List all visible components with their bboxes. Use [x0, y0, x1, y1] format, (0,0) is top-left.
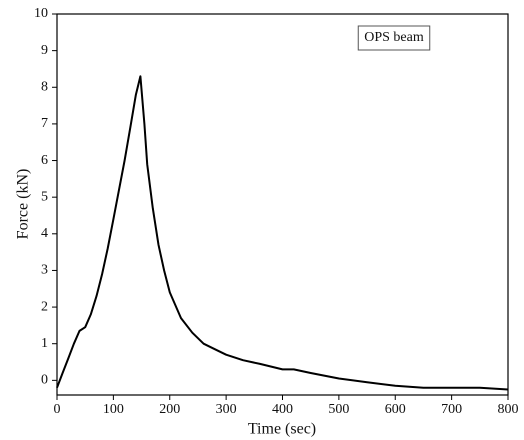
x-tick-label: 100 [103, 402, 124, 417]
x-tick-label: 700 [441, 402, 462, 417]
x-tick-label: 400 [272, 402, 293, 417]
x-tick-label: 800 [498, 402, 519, 417]
y-tick-label: 9 [41, 43, 48, 58]
legend-box [357, 25, 431, 51]
x-tick-label: 0 [54, 402, 61, 417]
y-tick-label: 4 [41, 226, 48, 241]
x-tick-label: 500 [328, 402, 349, 417]
data-line [56, 75, 509, 391]
y-tick-label: 2 [41, 299, 48, 314]
y-tick-label: 7 [41, 116, 48, 131]
y-tick-label: 10 [34, 6, 48, 21]
y-tick-label: 5 [41, 189, 48, 204]
x-tick-label: 600 [385, 402, 406, 417]
y-tick-label: 1 [41, 336, 48, 351]
legend: OPS beam [357, 25, 431, 51]
y-tick-label: 6 [41, 153, 48, 168]
x-tick-label: 200 [159, 402, 180, 417]
y-tick-label: 3 [41, 263, 48, 278]
y-tick-label: 8 [41, 79, 48, 94]
x-axis-title: Time (sec) [248, 421, 316, 438]
plot-frame [56, 13, 509, 396]
y-axis-title: Force (kN) [15, 169, 32, 240]
y-tick-label: 0 [41, 373, 48, 388]
x-tick-label: 300 [216, 402, 237, 417]
legend-label: OPS beam [364, 30, 424, 45]
